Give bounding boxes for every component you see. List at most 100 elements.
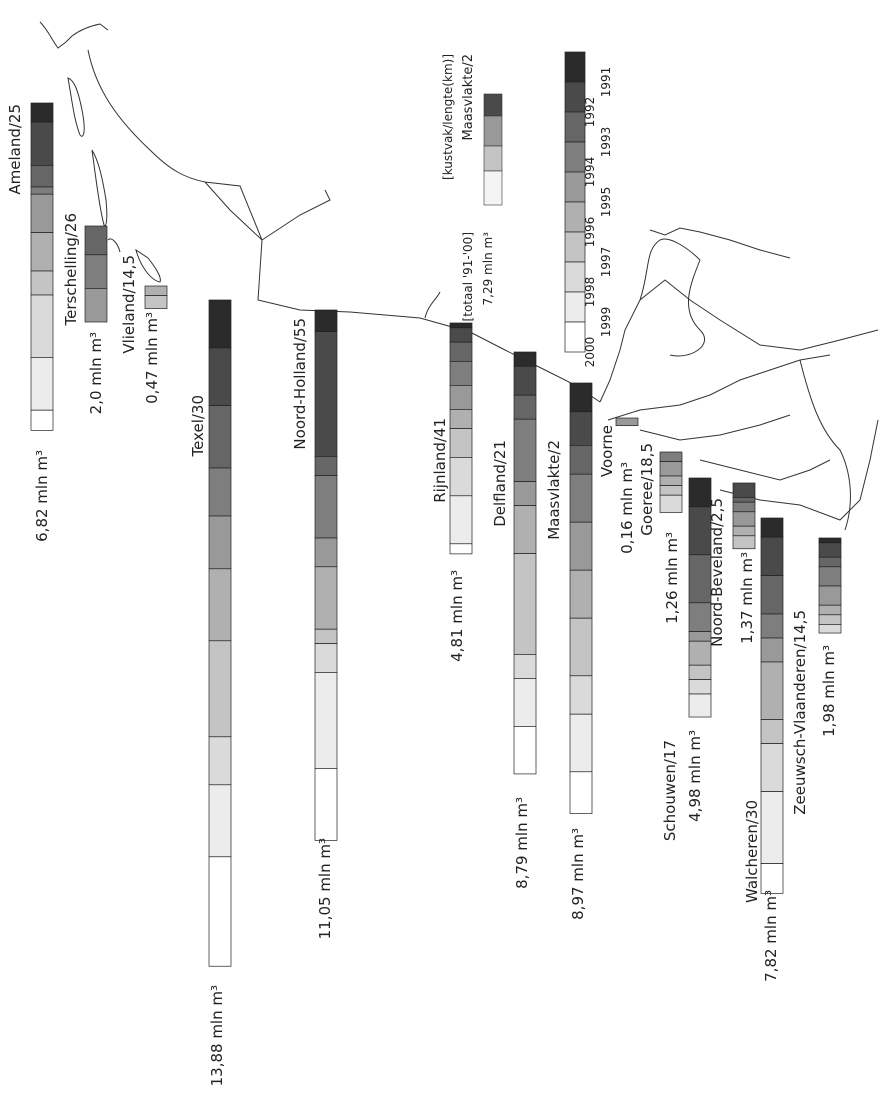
bar-segment bbox=[449, 327, 473, 343]
section-label: Goeree/18,5 bbox=[638, 443, 656, 536]
bar-segment bbox=[449, 428, 473, 458]
bar-segment bbox=[30, 409, 54, 431]
bar-segment bbox=[732, 482, 756, 498]
bar-segment bbox=[569, 521, 593, 571]
bar-segment bbox=[208, 347, 232, 406]
legend-total: 7,29 mln m³ bbox=[481, 232, 495, 306]
section-label: Terschelling/26 bbox=[62, 213, 80, 326]
bar-segment bbox=[208, 736, 232, 786]
bar-segment bbox=[314, 628, 338, 644]
bar-segment bbox=[818, 556, 842, 568]
bar-segment bbox=[659, 494, 683, 513]
legend-year: 1995 bbox=[599, 187, 613, 218]
bar-segment bbox=[314, 643, 338, 673]
legend: [kustvak/lengte(km)] Maasvlakte/2 [totaa… bbox=[441, 51, 613, 368]
section-label: Ameland/25 bbox=[6, 104, 24, 195]
legend-year: 1997 bbox=[599, 247, 613, 278]
bar-segment bbox=[30, 165, 54, 188]
bar-segment bbox=[818, 566, 842, 587]
bar-segment bbox=[732, 525, 756, 537]
bar-segment bbox=[569, 617, 593, 677]
bar-segment bbox=[688, 693, 712, 718]
legend-swatch bbox=[564, 111, 586, 143]
bar-segment bbox=[732, 511, 756, 527]
bar-segment bbox=[144, 295, 168, 309]
bar-segment bbox=[314, 537, 338, 568]
bar-segment bbox=[818, 537, 842, 544]
bar-segment bbox=[760, 575, 784, 615]
bar-segment bbox=[732, 535, 756, 550]
bar-segment bbox=[208, 405, 232, 469]
bar-segment bbox=[84, 254, 108, 289]
bar-segment bbox=[513, 418, 537, 482]
bar-segment bbox=[760, 863, 784, 894]
total-label: 7,82 mln m³ bbox=[762, 890, 780, 982]
bar-segment bbox=[569, 445, 593, 475]
total-label: 6,82 mln m³ bbox=[33, 450, 51, 542]
bar-segment bbox=[30, 357, 54, 411]
legend-swatch bbox=[564, 81, 586, 113]
bar-segment bbox=[314, 456, 338, 476]
bar-segment bbox=[513, 505, 537, 554]
total-label: 4,98 mln m³ bbox=[686, 730, 704, 822]
legend-year: 1996 bbox=[583, 217, 597, 248]
bar-segment bbox=[314, 331, 338, 457]
bar-segment bbox=[449, 543, 473, 555]
section-label: Schouwen/17 bbox=[661, 740, 679, 841]
total-label: 13,88 mln m³ bbox=[208, 985, 226, 1086]
total-label: 0,16 mln m³ bbox=[618, 462, 636, 554]
legend-swatch bbox=[564, 141, 586, 173]
total-label: 1,26 mln m³ bbox=[663, 532, 681, 624]
bar-segment bbox=[760, 536, 784, 576]
bar-segment bbox=[208, 856, 232, 967]
bar-segment bbox=[84, 225, 108, 256]
total-label: 2,0 mln m³ bbox=[87, 332, 105, 414]
bar-segment bbox=[760, 661, 784, 720]
legend-swatch bbox=[564, 321, 586, 353]
legend-year: 1994 bbox=[583, 157, 597, 188]
bar-segment bbox=[569, 675, 593, 715]
bar-segment bbox=[208, 299, 232, 349]
bar-segment bbox=[513, 726, 537, 775]
bar-segment bbox=[449, 409, 473, 429]
bar-segment bbox=[688, 664, 712, 680]
bar-segment bbox=[30, 232, 54, 272]
bar-segment bbox=[818, 614, 842, 625]
bar-segment bbox=[449, 457, 473, 497]
bar-segment bbox=[818, 624, 842, 634]
total-label: 8,97 mln m³ bbox=[569, 828, 587, 920]
bar-segment bbox=[84, 288, 108, 323]
bar-segment bbox=[30, 193, 54, 233]
legend-swatch bbox=[564, 261, 586, 293]
bar-segment bbox=[208, 568, 232, 642]
bar-segment bbox=[569, 713, 593, 773]
legend-year: 2000 bbox=[583, 337, 597, 368]
bar-segment bbox=[208, 467, 232, 517]
bar-segment bbox=[569, 569, 593, 619]
legend-total-title: [totaal '91-'00] bbox=[461, 232, 475, 321]
legend-title: [kustvak/lengte(km)] bbox=[441, 54, 455, 180]
section-label: Delfland/21 bbox=[491, 440, 509, 527]
bar-segment bbox=[208, 784, 232, 858]
section-label: Maasvlakte/2 bbox=[545, 440, 563, 540]
legend-swatch bbox=[564, 51, 586, 83]
bar-segment bbox=[569, 473, 593, 523]
bar-segment bbox=[760, 517, 784, 538]
legend-example: Maasvlakte/2 bbox=[461, 54, 476, 140]
bar-segment bbox=[760, 613, 784, 639]
section-label: Zeeuwsch-Vlaanderen/14,5 bbox=[791, 610, 809, 815]
bar-segment bbox=[30, 270, 54, 296]
total-label: 1,98 mln m³ bbox=[820, 645, 838, 737]
legend-year: 1992 bbox=[583, 97, 597, 128]
bar-segment bbox=[449, 322, 473, 329]
total-label: 4,81 mln m³ bbox=[448, 570, 466, 662]
bar-segment bbox=[659, 461, 683, 477]
total-label: 1,37 mln m³ bbox=[738, 552, 756, 644]
bar-segment bbox=[314, 672, 338, 769]
bar-segment bbox=[449, 495, 473, 545]
bar-segment bbox=[208, 515, 232, 570]
bar-segment bbox=[208, 640, 232, 738]
legend-example-bar bbox=[483, 93, 503, 206]
bar-segment bbox=[144, 285, 168, 296]
